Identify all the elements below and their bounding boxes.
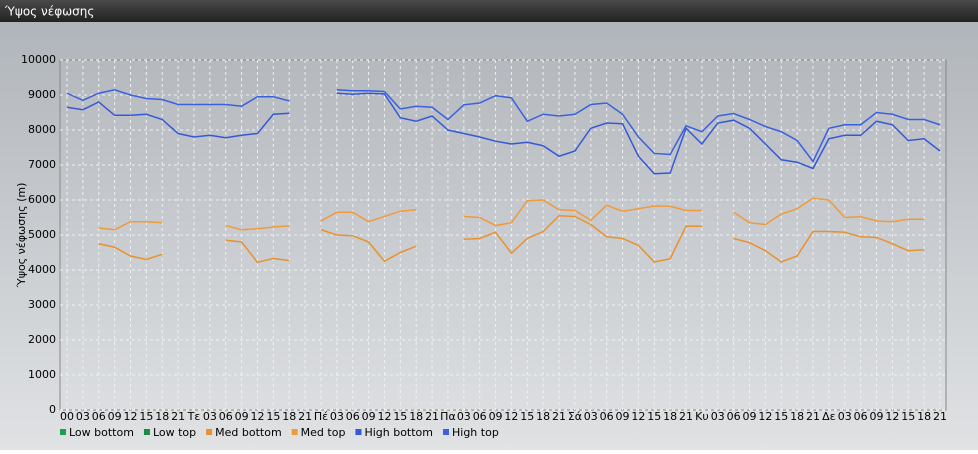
- x-tick-label: 06: [600, 410, 614, 423]
- title-bar: [0, 0, 978, 22]
- x-tick-label: 21: [298, 410, 312, 423]
- y-tick-label: 9000: [28, 88, 56, 101]
- x-tick-label: Κυ: [695, 410, 709, 423]
- series-line: [66, 92, 941, 175]
- x-tick-label: 21: [552, 410, 566, 423]
- legend-swatch: [60, 429, 66, 435]
- series-line: [98, 197, 925, 231]
- x-tick-label: 12: [885, 410, 899, 423]
- x-tick-label: 06: [854, 410, 868, 423]
- x-tick-label: 15: [393, 410, 407, 423]
- y-tick-label: 10000: [21, 53, 56, 66]
- x-tick-label: Πέ: [314, 410, 328, 423]
- y-tick-label: 1000: [28, 368, 56, 381]
- legend-swatch: [443, 429, 449, 435]
- x-tick-label: 21: [171, 410, 185, 423]
- x-tick-label: 15: [774, 410, 788, 423]
- legend-label: High bottom: [364, 426, 433, 439]
- x-tick-label: 06: [219, 410, 233, 423]
- x-tick-label: 09: [489, 410, 503, 423]
- y-tick-label: 6000: [28, 193, 56, 206]
- x-tick-label: 06: [727, 410, 741, 423]
- y-tick-label: 7000: [28, 158, 56, 171]
- x-tick-label: 21: [425, 410, 439, 423]
- x-tick-label: Πα: [440, 410, 456, 423]
- x-tick-label: 15: [266, 410, 280, 423]
- x-tick-label: 15: [139, 410, 153, 423]
- x-tick-label: 15: [901, 410, 915, 423]
- x-tick-label: 18: [409, 410, 423, 423]
- x-tick-label: 12: [631, 410, 645, 423]
- x-tick-label: 03: [76, 410, 90, 423]
- legend-swatch: [206, 429, 213, 435]
- x-tick-label: Τε: [187, 410, 201, 423]
- x-tick-label: 03: [457, 410, 471, 423]
- x-tick-label: 03: [330, 410, 344, 423]
- x-tick-label: 09: [870, 410, 884, 423]
- x-tick-label: Σά: [568, 410, 582, 423]
- x-tick-label: 12: [758, 410, 772, 423]
- x-tick-label: 09: [743, 410, 757, 423]
- x-tick-label: 12: [504, 410, 518, 423]
- legend-swatch: [355, 429, 362, 435]
- x-tick-label: 18: [663, 410, 677, 423]
- x-tick-label: 03: [838, 410, 852, 423]
- x-tick-label: 06: [92, 410, 106, 423]
- y-tick-label: 3000: [28, 298, 56, 311]
- x-tick-label: 03: [711, 410, 725, 423]
- x-tick-label: 12: [377, 410, 391, 423]
- x-tick-label: 18: [155, 410, 169, 423]
- x-tick-label: 09: [616, 410, 630, 423]
- x-tick-label: 06: [346, 410, 360, 423]
- legend-label: Low bottom: [69, 426, 134, 439]
- x-tick-label: 12: [123, 410, 137, 423]
- x-tick-label: 15: [520, 410, 534, 423]
- legend-label: Low top: [153, 426, 196, 439]
- legend-swatch: [291, 429, 298, 435]
- x-tick-label: 12: [250, 410, 264, 423]
- x-tick-label: 18: [282, 410, 296, 423]
- x-tick-label: Δε: [822, 410, 836, 423]
- series-line: [66, 88, 941, 163]
- legend-label: High top: [452, 426, 499, 439]
- x-tick-label: 21: [933, 410, 947, 423]
- legend-label: Med top: [301, 426, 346, 439]
- x-tick-label: 21: [806, 410, 820, 423]
- y-tick-label: 4000: [28, 263, 56, 276]
- x-tick-label: 18: [917, 410, 931, 423]
- x-tick-label: 15: [647, 410, 661, 423]
- y-tick-label: 8000: [28, 123, 56, 136]
- y-tick-label: 0: [49, 403, 56, 416]
- window-title: Ύψος νέφωσης: [4, 5, 94, 19]
- legend-label: Med bottom: [215, 426, 282, 439]
- legend-swatch: [143, 429, 150, 435]
- y-axis-label: Ύψος νέφωσης (m): [15, 183, 28, 289]
- x-tick-label: 09: [362, 410, 376, 423]
- x-tick-label: 21: [679, 410, 693, 423]
- x-tick-label: 09: [108, 410, 122, 423]
- x-tick-label: 00: [60, 410, 74, 423]
- x-tick-label: 03: [203, 410, 217, 423]
- x-tick-label: 18: [536, 410, 550, 423]
- x-tick-label: 03: [584, 410, 598, 423]
- x-tick-label: 06: [473, 410, 487, 423]
- series-line: [98, 214, 925, 264]
- x-tick-label: 09: [235, 410, 249, 423]
- x-tick-label: 18: [790, 410, 804, 423]
- y-tick-label: 2000: [28, 333, 56, 346]
- y-tick-label: 5000: [28, 228, 56, 241]
